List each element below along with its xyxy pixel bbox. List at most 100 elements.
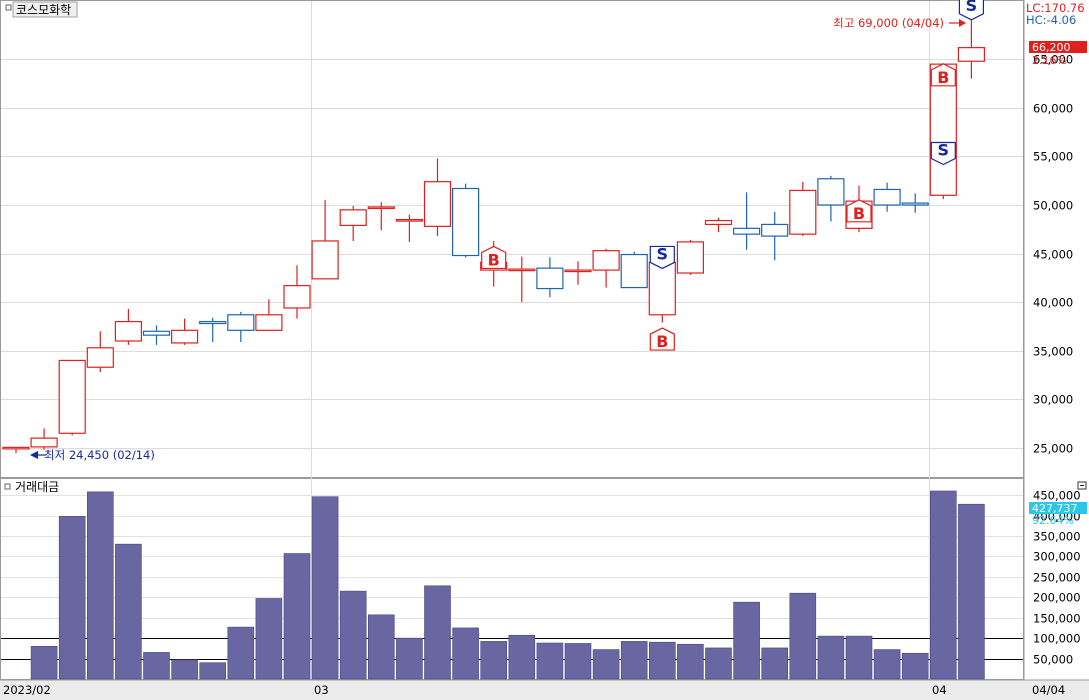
date-tick-label: 04/04 [1032, 683, 1065, 697]
stock-name: 코스모화학 [16, 3, 71, 17]
volume-tick-label: 250,000 [1033, 571, 1081, 585]
date-x-axis: 2023/02 03 04 04/04 [3, 683, 1065, 697]
volume-bar [171, 659, 198, 680]
signal-marker [958, 0, 985, 21]
low-annotation: 최저 24,450 (02/14) [44, 448, 155, 462]
candle [901, 193, 929, 213]
candle-body [283, 285, 311, 309]
volume-bar [592, 649, 620, 680]
candle [957, 20, 986, 79]
volume-tick-label: 100,000 [1033, 632, 1081, 646]
volume-bar [508, 634, 536, 680]
price-panel-toggle[interactable] [5, 4, 12, 11]
volume-bar [845, 635, 873, 680]
signal-label: B [937, 68, 949, 87]
date-tick-label: 03 [314, 683, 329, 697]
candle [817, 175, 845, 222]
volume-bar [873, 649, 901, 680]
candle-body [648, 261, 676, 316]
volume-bar [929, 490, 957, 680]
candle-body [142, 330, 171, 336]
candle [423, 158, 452, 237]
candle [114, 308, 143, 345]
candle [704, 217, 733, 233]
price-tick-label: 55,000 [1033, 150, 1073, 164]
signal-label: S [657, 244, 669, 263]
volume-bar [311, 496, 339, 680]
candle [395, 214, 423, 242]
volume-tick-label: 200,000 [1033, 591, 1081, 605]
buy-signal: B [481, 245, 507, 270]
volume-bars [30, 490, 985, 680]
candle [30, 428, 58, 450]
last-price: 66,200 [1032, 41, 1071, 54]
volume-bar [367, 614, 395, 680]
price-tick-label: 65,000 [1033, 53, 1073, 67]
date-axis-bar [0, 680, 1089, 700]
volume-tick-label: 150,000 [1033, 612, 1081, 626]
stock-name-box[interactable] [12, 1, 78, 18]
candle-body [592, 250, 620, 271]
volume-bar [761, 647, 789, 680]
volume-y-axis: 50,000 100,000 150,000 200,000 250,000 300,00… [1033, 489, 1081, 667]
price-tick-label: 45,000 [1033, 248, 1073, 262]
volume-bar [87, 491, 114, 680]
candle-body [339, 209, 367, 227]
candle [171, 318, 199, 345]
price-tick-label: 35,000 [1033, 345, 1073, 359]
candle-body [536, 267, 564, 290]
candle-body [817, 178, 845, 206]
volume-bar [424, 585, 451, 680]
candle [648, 256, 676, 323]
volume-bar [199, 662, 226, 680]
volume-bar [339, 590, 367, 680]
lc-value: LC:170.76 [1026, 1, 1085, 15]
last-volume: 427,737 [1032, 502, 1078, 515]
sell-signal: S [930, 141, 956, 166]
signal-marker [649, 327, 675, 351]
volume-tick-label: 450,000 [1033, 489, 1081, 503]
signal-marker [930, 141, 956, 166]
candle-body [311, 240, 339, 280]
candle [2, 446, 30, 454]
volume-bar [227, 626, 255, 680]
volume-bar [620, 641, 648, 680]
candle-body [704, 219, 733, 226]
candle-body [2, 446, 30, 450]
candle [199, 317, 227, 342]
candle-body [199, 320, 227, 325]
volume-bar [901, 652, 929, 680]
date-tick-label: 04 [932, 683, 947, 697]
volume-bar [255, 598, 283, 680]
candle-body [732, 227, 761, 235]
candle-body [367, 206, 395, 210]
candle-body [171, 329, 199, 344]
price-tick-label: 25,000 [1033, 442, 1073, 456]
candle [311, 200, 339, 280]
candle-body [227, 314, 255, 331]
signal-marker [481, 245, 507, 270]
sell-signal: S [649, 244, 675, 270]
candle [536, 257, 564, 298]
candle-body [114, 320, 143, 342]
volume-bar [705, 647, 732, 680]
signal-marker [649, 245, 675, 270]
volume-bar [115, 543, 142, 680]
volume-bar [817, 635, 845, 680]
volume-bar [283, 553, 311, 680]
hc-value: HC:-4.06 [1026, 13, 1076, 27]
last-volume-tag [1029, 502, 1087, 514]
candle-body [564, 269, 592, 273]
candle-body [957, 47, 986, 62]
volume-tick-label: 50,000 [1033, 653, 1073, 667]
candle-body [676, 241, 705, 274]
price-tick-label: 60,000 [1033, 102, 1073, 116]
volume-bar [480, 641, 508, 680]
candle [86, 331, 114, 373]
volume-panel-toggle[interactable] [4, 483, 11, 490]
volume-gridlines [1, 495, 1023, 660]
volume-bar [733, 601, 760, 680]
price-tick-label: 40,000 [1033, 296, 1073, 310]
buy-signal: B [649, 327, 675, 351]
